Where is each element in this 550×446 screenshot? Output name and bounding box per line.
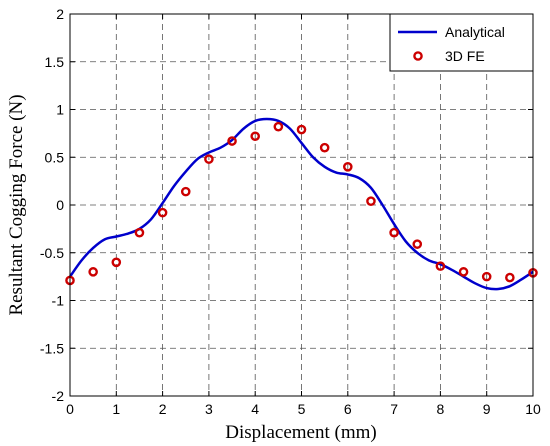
y-tick-label: 1: [56, 102, 64, 118]
data-point-3dfe: [296, 124, 307, 135]
legend: Analytical 3D FE: [389, 13, 534, 72]
data-point-3dfe: [157, 207, 168, 218]
x-tick-label: 8: [437, 401, 445, 417]
x-tick-label: 3: [205, 401, 213, 417]
legend-label-3dfe: 3D FE: [445, 48, 485, 64]
y-axis-label: Resultant Cogging Force (N): [6, 94, 27, 315]
data-point-3dfe: [204, 154, 214, 164]
data-point-3dfe: [180, 186, 191, 197]
x-tick-label: 4: [251, 401, 259, 417]
data-point-3dfe: [412, 239, 423, 249]
legend-marker-3dfe: [413, 51, 423, 61]
y-tick-label: -1.5: [40, 340, 64, 356]
data-point-3dfe: [250, 131, 260, 142]
data-point-3dfe: [134, 227, 145, 238]
x-tick-label: 2: [159, 401, 167, 417]
y-tick-label: -1: [52, 293, 65, 309]
legend-label-analytical: Analytical: [445, 24, 505, 40]
x-axis-label: Displacement (mm): [225, 422, 376, 443]
y-tick-label: 0.5: [45, 149, 65, 165]
data-point-3dfe: [505, 272, 515, 283]
y-tick-label: 2: [56, 6, 64, 22]
data-point-3dfe: [273, 121, 284, 132]
data-point-3dfe: [342, 161, 353, 172]
data-point-3dfe: [366, 196, 376, 206]
data-point-3dfe: [458, 267, 469, 277]
y-tick-label: 0: [56, 197, 64, 213]
data-point-3dfe: [435, 261, 446, 271]
data-point-3dfe: [227, 136, 237, 146]
x-tick-label: 9: [483, 401, 491, 417]
series-layer: [65, 117, 538, 291]
data-point-3dfe: [319, 142, 330, 153]
x-tick-label: 1: [112, 401, 120, 417]
y-tick-label: 1.5: [45, 54, 65, 70]
legend-box: [389, 13, 534, 72]
data-point-3dfe: [481, 271, 492, 282]
y-tick-label: -2: [52, 388, 65, 404]
x-tick-label: 0: [66, 401, 74, 417]
data-point-3dfe: [111, 257, 122, 268]
x-tick-label: 7: [390, 401, 398, 417]
ticks: 0 1 2 3 4 5 6 7 8 9 10 -2 -1.5 -1 -0.5 0 0.5 1 1.5 2: [40, 6, 541, 417]
x-tick-label: 6: [344, 401, 352, 417]
x-tick-label: 10: [525, 401, 541, 417]
x-tick-label: 5: [298, 401, 306, 417]
data-point-3dfe: [389, 227, 399, 238]
series-line-analytical: [68, 117, 534, 291]
y-tick-label: -0.5: [40, 245, 64, 261]
data-point-3dfe: [88, 267, 98, 277]
